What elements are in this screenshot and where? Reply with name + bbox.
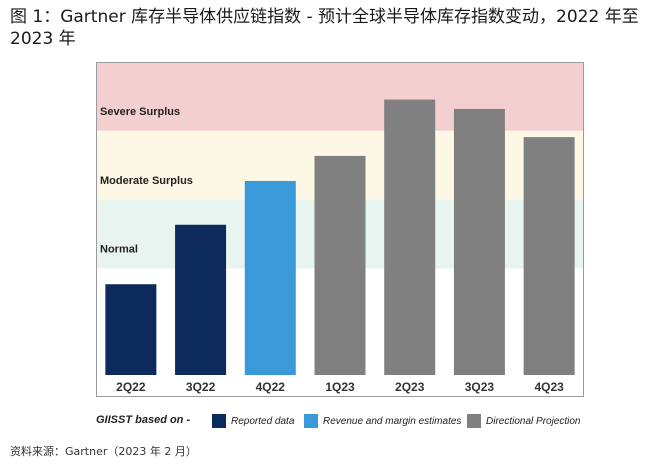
bar-3Q22: [175, 224, 227, 375]
bar-2Q22: [105, 284, 157, 375]
legend-swatch-projection: [467, 414, 481, 428]
tick-label-2Q23: 2Q23: [395, 380, 425, 394]
bar-4Q23: [523, 137, 575, 375]
legend-swatch-estimates: [304, 414, 318, 428]
legend-swatch-reported: [212, 414, 226, 428]
tick-label-3Q23: 3Q23: [465, 380, 495, 394]
chart-area: Severe Surplus Moderate Surplus Normal 2Q22…: [96, 62, 584, 397]
tick-label-3Q22: 3Q22: [186, 380, 216, 394]
tick-label-2Q22: 2Q22: [116, 380, 146, 394]
band-label-0: Severe Surplus: [100, 106, 180, 118]
bar-1Q23: [314, 155, 366, 375]
x-axis-strip: [96, 375, 584, 397]
legend-item-estimates: Revenue and margin estimates: [304, 412, 461, 430]
source-note: 资料来源：Gartner（2023 年 2 月）: [10, 445, 197, 458]
legend-label-estimates: Revenue and margin estimates: [323, 415, 462, 427]
bar-2Q23: [384, 99, 436, 375]
chart-legend: GIISST based on - Reported data Revenue …: [94, 410, 594, 436]
bar-3Q23: [453, 108, 505, 375]
chart-border: [96, 62, 584, 397]
inventory-index-chart: Severe Surplus Moderate Surplus Normal 2Q22…: [96, 62, 584, 397]
legend-item-reported: Reported data: [212, 412, 294, 430]
bar-4Q22: [244, 180, 296, 375]
tick-label-4Q23: 4Q23: [534, 380, 564, 394]
band-label-1: Moderate Surplus: [100, 175, 193, 187]
legend-label-projection: Directional Projection: [486, 415, 581, 427]
tick-label-4Q22: 4Q22: [256, 380, 286, 394]
legend-item-projection: Directional Projection: [467, 412, 581, 430]
band-0: [96, 62, 584, 131]
band-label-2: Normal: [100, 244, 138, 256]
legend-title: GIISST based on -: [96, 414, 191, 426]
figure-title: 图 1：Gartner 库存半导体供应链指数 - 预计全球半导体库存指数变动，2…: [10, 7, 639, 49]
legend-label-reported: Reported data: [231, 415, 295, 427]
tick-label-1Q23: 1Q23: [325, 380, 355, 394]
